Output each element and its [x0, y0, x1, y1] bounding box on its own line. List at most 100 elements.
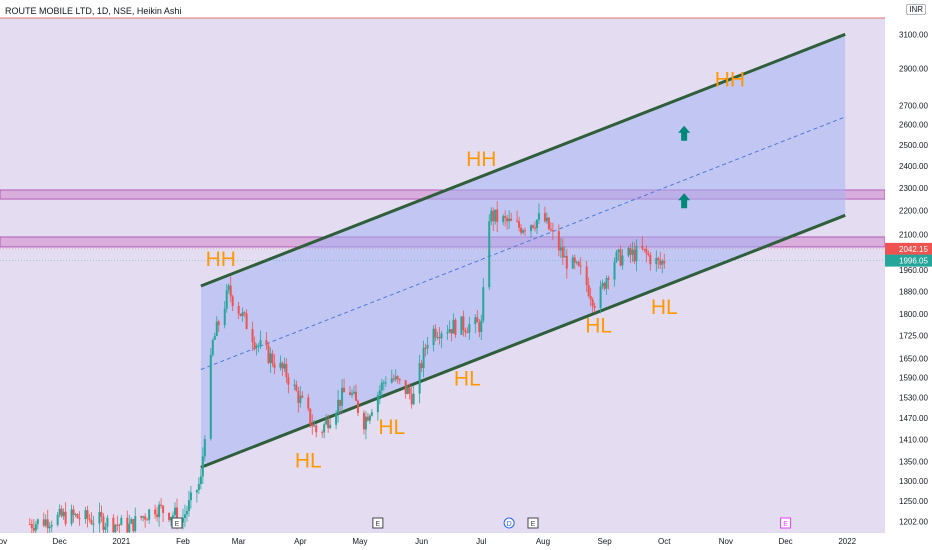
- candle-body: [613, 261, 616, 280]
- candle-body: [396, 376, 399, 379]
- candle-body: [468, 324, 471, 333]
- candle-body: [547, 217, 550, 230]
- earnings-marker-icon[interactable]: [527, 517, 539, 529]
- candle-body: [615, 251, 618, 262]
- candle-body: [231, 296, 234, 307]
- x-tick-label: 2022: [838, 537, 856, 546]
- candle-body: [132, 519, 135, 532]
- candle-body: [209, 354, 212, 439]
- candle-body: [563, 255, 566, 258]
- candle-body: [504, 216, 507, 218]
- earnings-marker-icon[interactable]: [372, 517, 384, 529]
- candle-body: [641, 245, 644, 249]
- candle-body: [146, 519, 149, 521]
- candle-body: [148, 509, 151, 520]
- x-axis: Nov Dec 2021 Feb Mar Apr May Jun Jul Aug Sep Oct Nov…: [0, 533, 932, 550]
- candle-body: [281, 362, 284, 369]
- candle-body: [573, 257, 576, 263]
- candle-body: [380, 382, 383, 391]
- x-tick-label: 2021: [112, 537, 130, 546]
- candle-body: [490, 210, 493, 222]
- earnings-marker-icon[interactable]: [171, 517, 183, 529]
- candle-body: [520, 227, 523, 233]
- candle-body: [321, 432, 324, 434]
- candle-body: [239, 313, 242, 316]
- candle-body: [337, 399, 340, 414]
- candle-body: [412, 393, 415, 405]
- candle-body: [462, 316, 465, 331]
- x-tick-label: Nov: [0, 537, 7, 546]
- candle-body: [476, 317, 479, 323]
- candle-body: [130, 519, 133, 524]
- candle-body: [88, 518, 91, 520]
- candle-body: [531, 225, 534, 228]
- candle-body: [607, 278, 610, 280]
- y-tick-label: 1202.00: [899, 517, 928, 526]
- candle-body: [118, 524, 121, 526]
- candle-body: [34, 524, 37, 531]
- y-tick-label: 2900.00: [899, 65, 928, 74]
- currency-badge[interactable]: INR: [906, 4, 926, 15]
- candle-body: [64, 511, 67, 524]
- y-tick-label: 1250.00: [899, 497, 928, 506]
- candle-body: [339, 399, 342, 406]
- candle-body: [565, 255, 568, 269]
- event-marker-label: E: [376, 521, 381, 528]
- candle-body: [633, 249, 636, 262]
- candle-body: [325, 419, 328, 425]
- candle-body: [356, 400, 359, 413]
- candle-body: [533, 227, 536, 229]
- candle-body: [28, 523, 31, 525]
- event-marker-label: E: [175, 521, 180, 528]
- x-tick-label: Jun: [415, 537, 428, 546]
- y-tick-label: 2300.00: [899, 184, 928, 193]
- candle-body: [185, 511, 188, 515]
- candle-body: [301, 395, 304, 398]
- y-axis-panel: [885, 0, 932, 550]
- candle-body: [86, 510, 89, 519]
- y-tick-label: 1410.00: [899, 435, 928, 444]
- candle-body: [448, 329, 451, 333]
- candle-body: [663, 260, 666, 264]
- x-tick-label: Nov: [719, 537, 733, 546]
- candle-body: [327, 419, 330, 429]
- candle-body: [420, 363, 423, 369]
- candle-body: [424, 347, 427, 349]
- y-tick-label: 2700.00: [899, 101, 928, 110]
- candle-body: [368, 415, 371, 421]
- y-tick-label: 2500.00: [899, 141, 928, 150]
- candle-body: [464, 330, 467, 333]
- candle-body: [434, 328, 437, 338]
- candle-body: [392, 378, 395, 380]
- candle-body: [116, 524, 119, 526]
- candle-body: [283, 363, 286, 369]
- candles: [28, 201, 666, 543]
- candle-body: [378, 390, 381, 395]
- candle-body: [267, 345, 270, 363]
- candle-body: [229, 285, 232, 297]
- y-tick-label: 1960.00: [899, 266, 928, 275]
- candle-body: [195, 490, 198, 493]
- candle-body: [537, 213, 540, 220]
- candle-body: [518, 221, 521, 228]
- candle-body: [60, 508, 63, 517]
- candle-body: [601, 282, 604, 287]
- pattern-label-hl-8: HL: [651, 296, 678, 319]
- candle-body: [661, 260, 664, 265]
- candle-body: [48, 526, 51, 529]
- dividend-marker-icon[interactable]: [503, 517, 515, 529]
- candle-body: [311, 424, 314, 427]
- candle-body: [492, 210, 495, 222]
- candle-body: [36, 519, 39, 525]
- earnings-marker-icon[interactable]: [780, 517, 792, 529]
- overlay-annotations: HH HH HH HL HL HL HL HL: [206, 69, 745, 473]
- candle-body: [144, 516, 147, 520]
- candle-body: [488, 221, 491, 288]
- candle-body: [502, 216, 505, 222]
- y-tick-label: 1650.00: [899, 354, 928, 363]
- candle-body: [446, 332, 449, 334]
- candle-body: [418, 363, 421, 394]
- candle-body: [587, 285, 590, 297]
